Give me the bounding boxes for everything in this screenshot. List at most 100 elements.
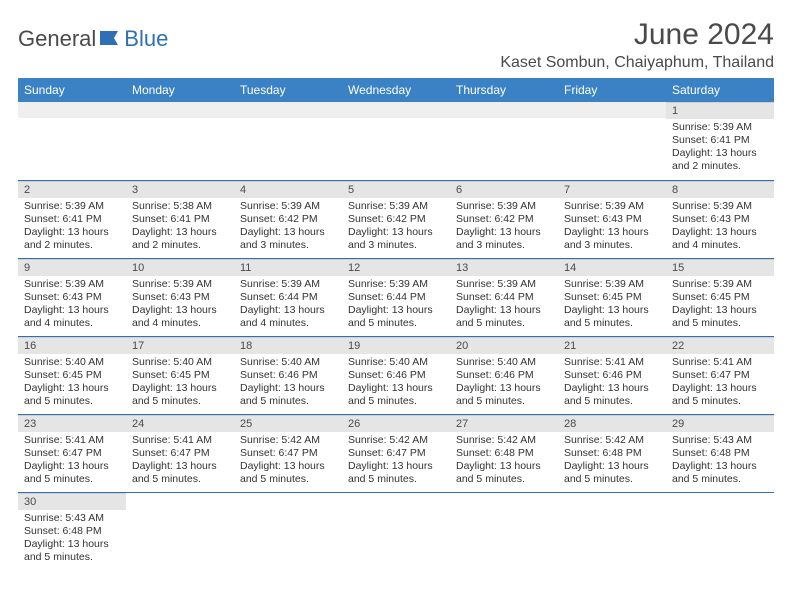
- calendar-cell: 3Sunrise: 5:38 AMSunset: 6:41 PMDaylight…: [126, 180, 234, 258]
- sunset-text: Sunset: 6:48 PM: [672, 447, 768, 460]
- daylight-text: Daylight: 13 hours and 2 minutes.: [132, 226, 228, 252]
- daylight-text: Daylight: 13 hours and 3 minutes.: [240, 226, 336, 252]
- daylight-text: Daylight: 13 hours and 5 minutes.: [24, 538, 120, 564]
- sunrise-text: Sunrise: 5:39 AM: [564, 200, 660, 213]
- daynum-bar-empty: [234, 102, 342, 118]
- flag-icon: [100, 29, 122, 50]
- calendar-cell: 9Sunrise: 5:39 AMSunset: 6:43 PMDaylight…: [18, 258, 126, 336]
- sunrise-text: Sunrise: 5:40 AM: [240, 356, 336, 369]
- calendar-cell: 4Sunrise: 5:39 AMSunset: 6:42 PMDaylight…: [234, 180, 342, 258]
- sunrise-text: Sunrise: 5:39 AM: [456, 200, 552, 213]
- day-content: Sunrise: 5:39 AMSunset: 6:43 PMDaylight:…: [18, 276, 126, 335]
- daynum-bar-empty: [342, 102, 450, 118]
- weekday-header: Friday: [558, 78, 666, 102]
- daylight-text: Daylight: 13 hours and 5 minutes.: [348, 382, 444, 408]
- daynum-bar-empty: [450, 102, 558, 118]
- sunrise-text: Sunrise: 5:40 AM: [24, 356, 120, 369]
- calendar-cell: 18Sunrise: 5:40 AMSunset: 6:46 PMDayligh…: [234, 336, 342, 414]
- sunset-text: Sunset: 6:44 PM: [456, 291, 552, 304]
- calendar-cell: 6Sunrise: 5:39 AMSunset: 6:42 PMDaylight…: [450, 180, 558, 258]
- sunrise-text: Sunrise: 5:39 AM: [672, 200, 768, 213]
- weekday-header: Monday: [126, 78, 234, 102]
- sunrise-text: Sunrise: 5:39 AM: [240, 200, 336, 213]
- day-content: Sunrise: 5:43 AMSunset: 6:48 PMDaylight:…: [666, 432, 774, 491]
- day-content: Sunrise: 5:41 AMSunset: 6:47 PMDaylight:…: [18, 432, 126, 491]
- sunset-text: Sunset: 6:48 PM: [564, 447, 660, 460]
- day-number: 23: [18, 415, 126, 432]
- day-number: 7: [558, 181, 666, 198]
- sunrise-text: Sunrise: 5:43 AM: [672, 434, 768, 447]
- calendar-week-row: 16Sunrise: 5:40 AMSunset: 6:45 PMDayligh…: [18, 336, 774, 414]
- sunrise-text: Sunrise: 5:40 AM: [456, 356, 552, 369]
- daylight-text: Daylight: 13 hours and 4 minutes.: [132, 304, 228, 330]
- calendar-cell: 14Sunrise: 5:39 AMSunset: 6:45 PMDayligh…: [558, 258, 666, 336]
- calendar-cell: 22Sunrise: 5:41 AMSunset: 6:47 PMDayligh…: [666, 336, 774, 414]
- calendar-cell: [558, 492, 666, 570]
- sunrise-text: Sunrise: 5:39 AM: [348, 200, 444, 213]
- calendar-cell: 30Sunrise: 5:43 AMSunset: 6:48 PMDayligh…: [18, 492, 126, 570]
- daylight-text: Daylight: 13 hours and 5 minutes.: [24, 382, 120, 408]
- daynum-bar-empty: [558, 102, 666, 118]
- calendar-cell: [450, 102, 558, 180]
- calendar-cell: [126, 492, 234, 570]
- daylight-text: Daylight: 13 hours and 5 minutes.: [240, 460, 336, 486]
- sunset-text: Sunset: 6:41 PM: [24, 213, 120, 226]
- daylight-text: Daylight: 13 hours and 5 minutes.: [564, 460, 660, 486]
- location: Kaset Sombun, Chaiyaphum, Thailand: [500, 54, 774, 72]
- day-number: 9: [18, 259, 126, 276]
- calendar-table: Sunday Monday Tuesday Wednesday Thursday…: [18, 78, 774, 570]
- day-number: 16: [18, 337, 126, 354]
- daynum-bar-empty: [18, 102, 126, 118]
- day-content: Sunrise: 5:39 AMSunset: 6:43 PMDaylight:…: [666, 198, 774, 257]
- day-content: Sunrise: 5:39 AMSunset: 6:42 PMDaylight:…: [450, 198, 558, 257]
- daylight-text: Daylight: 13 hours and 5 minutes.: [240, 382, 336, 408]
- sunset-text: Sunset: 6:46 PM: [564, 369, 660, 382]
- day-number: 3: [126, 181, 234, 198]
- day-content: Sunrise: 5:40 AMSunset: 6:46 PMDaylight:…: [234, 354, 342, 413]
- calendar-cell: 28Sunrise: 5:42 AMSunset: 6:48 PMDayligh…: [558, 414, 666, 492]
- day-number: 6: [450, 181, 558, 198]
- sunrise-text: Sunrise: 5:39 AM: [672, 278, 768, 291]
- weekday-header: Thursday: [450, 78, 558, 102]
- calendar-cell: [234, 492, 342, 570]
- day-content: Sunrise: 5:42 AMSunset: 6:47 PMDaylight:…: [342, 432, 450, 491]
- calendar-cell: 26Sunrise: 5:42 AMSunset: 6:47 PMDayligh…: [342, 414, 450, 492]
- day-content: Sunrise: 5:40 AMSunset: 6:46 PMDaylight:…: [342, 354, 450, 413]
- day-number: 18: [234, 337, 342, 354]
- day-content: Sunrise: 5:42 AMSunset: 6:48 PMDaylight:…: [450, 432, 558, 491]
- calendar-week-row: 1Sunrise: 5:39 AMSunset: 6:41 PMDaylight…: [18, 102, 774, 180]
- sunrise-text: Sunrise: 5:43 AM: [24, 512, 120, 525]
- day-number: 13: [450, 259, 558, 276]
- sunrise-text: Sunrise: 5:41 AM: [672, 356, 768, 369]
- sunset-text: Sunset: 6:45 PM: [672, 291, 768, 304]
- daylight-text: Daylight: 13 hours and 5 minutes.: [348, 460, 444, 486]
- day-content: Sunrise: 5:42 AMSunset: 6:47 PMDaylight:…: [234, 432, 342, 491]
- daylight-text: Daylight: 13 hours and 5 minutes.: [564, 382, 660, 408]
- daylight-text: Daylight: 13 hours and 5 minutes.: [672, 304, 768, 330]
- weekday-header: Tuesday: [234, 78, 342, 102]
- day-number: 20: [450, 337, 558, 354]
- sunrise-text: Sunrise: 5:39 AM: [348, 278, 444, 291]
- sunrise-text: Sunrise: 5:39 AM: [456, 278, 552, 291]
- sunset-text: Sunset: 6:47 PM: [672, 369, 768, 382]
- day-content: Sunrise: 5:40 AMSunset: 6:45 PMDaylight:…: [18, 354, 126, 413]
- day-number: 29: [666, 415, 774, 432]
- sunset-text: Sunset: 6:45 PM: [24, 369, 120, 382]
- calendar-cell: 13Sunrise: 5:39 AMSunset: 6:44 PMDayligh…: [450, 258, 558, 336]
- day-number: 8: [666, 181, 774, 198]
- calendar-cell: 16Sunrise: 5:40 AMSunset: 6:45 PMDayligh…: [18, 336, 126, 414]
- daylight-text: Daylight: 13 hours and 4 minutes.: [24, 304, 120, 330]
- daylight-text: Daylight: 13 hours and 3 minutes.: [564, 226, 660, 252]
- calendar-cell: [18, 102, 126, 180]
- calendar-cell: 7Sunrise: 5:39 AMSunset: 6:43 PMDaylight…: [558, 180, 666, 258]
- day-content: Sunrise: 5:39 AMSunset: 6:44 PMDaylight:…: [342, 276, 450, 335]
- daylight-text: Daylight: 13 hours and 4 minutes.: [672, 226, 768, 252]
- day-number: 15: [666, 259, 774, 276]
- sunrise-text: Sunrise: 5:41 AM: [132, 434, 228, 447]
- sunset-text: Sunset: 6:46 PM: [348, 369, 444, 382]
- calendar-cell: 10Sunrise: 5:39 AMSunset: 6:43 PMDayligh…: [126, 258, 234, 336]
- daylight-text: Daylight: 13 hours and 5 minutes.: [672, 382, 768, 408]
- day-content: Sunrise: 5:42 AMSunset: 6:48 PMDaylight:…: [558, 432, 666, 491]
- page: General Blue June 2024 Kaset Sombun, Cha…: [0, 0, 792, 570]
- sunrise-text: Sunrise: 5:39 AM: [564, 278, 660, 291]
